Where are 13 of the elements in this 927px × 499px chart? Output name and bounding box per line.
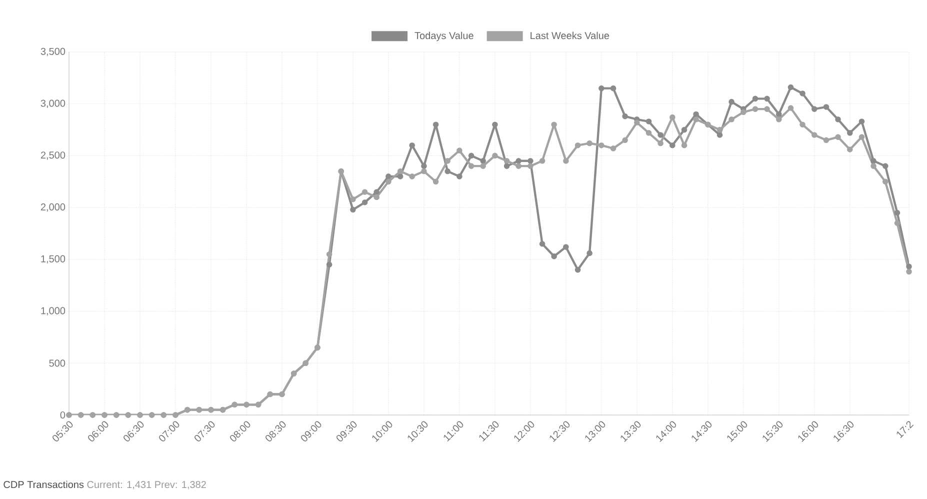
y-tick-label: 2,000	[40, 203, 66, 212]
x-tick-label: 17:2	[896, 421, 914, 438]
y-tick-label: 2,500	[40, 152, 66, 160]
legend-label: Last Weeks Value	[530, 32, 610, 40]
y-tick-label: 3,500	[40, 48, 66, 56]
y-tick-label: 500	[49, 360, 66, 367]
y-tick-label: 1,500	[41, 255, 66, 264]
text: Current: 1,431 Prev: 1,382	[87, 481, 206, 490]
y-tick-label: 0	[60, 411, 66, 419]
text: CDP Transactions	[4, 480, 84, 488]
legend-label: Todays Value	[414, 32, 474, 42]
y-tick-label: 3,000	[40, 100, 66, 108]
y-tick-label: 1,000	[41, 307, 66, 316]
